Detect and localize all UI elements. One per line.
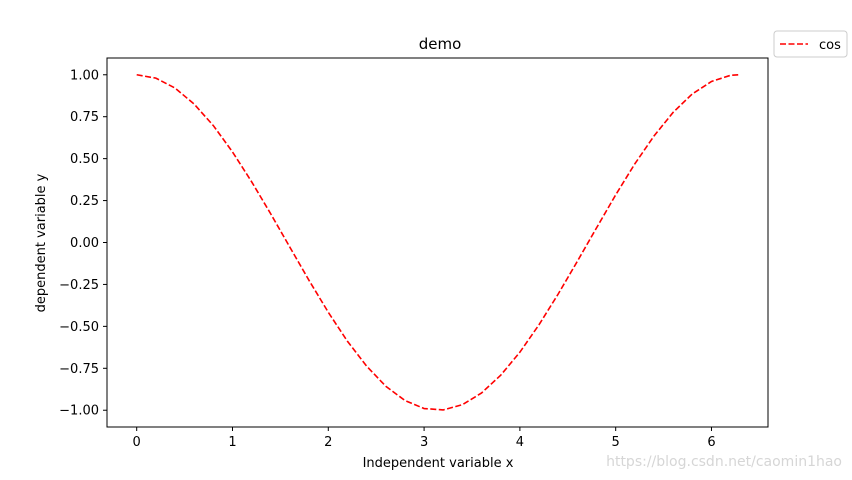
x-tick-label: 0: [133, 435, 141, 450]
x-tick-label: 3: [420, 435, 428, 450]
x-tick-label: 1: [228, 435, 236, 450]
x-tick-label: 6: [707, 435, 715, 450]
legend-label-cos: cos: [819, 38, 841, 53]
y-tick-label: −0.25: [59, 278, 99, 293]
y-tick-label: −0.75: [59, 362, 99, 377]
x-tick-label: 4: [516, 435, 524, 450]
y-tick-label: 1.00: [70, 68, 99, 83]
x-tick-label: 2: [324, 435, 332, 450]
plot-area: 0 1 2 3 4 5 6 1.00 0.75 0.50 0.25 0.00 −0.25 −0.50 −0.…: [59, 57, 769, 450]
series-line-cos: [136, 73, 739, 411]
x-tick-label: 5: [612, 435, 620, 450]
y-tick-label: 0.00: [70, 236, 99, 251]
y-tick-label: 0.50: [70, 152, 99, 167]
y-tick-label: 0.75: [70, 110, 99, 125]
chart-title: demo: [419, 35, 462, 53]
x-axis-title: Independent variable x: [363, 456, 514, 471]
y-axis-title: dependent variable y: [34, 173, 49, 312]
y-tick-label: −1.00: [59, 404, 99, 419]
legend-box: [773, 30, 848, 58]
axes-frame: [106, 57, 769, 428]
y-tick-label: −0.50: [59, 320, 99, 335]
legend: cos: [773, 30, 848, 58]
watermark-text: https://blog.csdn.net/caomin1hao: [606, 454, 842, 470]
y-tick-label: 0.25: [70, 194, 99, 209]
